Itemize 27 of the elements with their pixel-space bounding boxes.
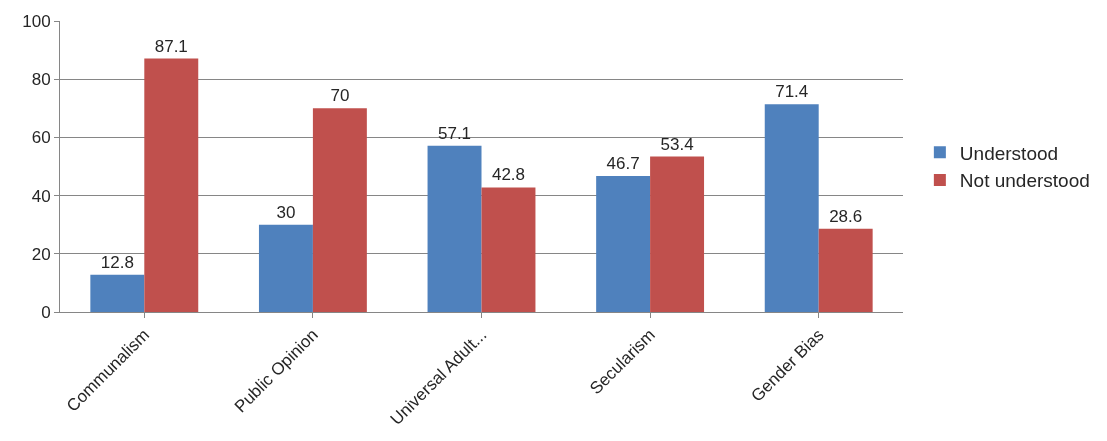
bar bbox=[427, 145, 482, 312]
y-tick-label: 20 bbox=[31, 244, 51, 264]
bar bbox=[818, 228, 873, 312]
bar bbox=[596, 176, 651, 312]
data-label: 30 bbox=[276, 202, 296, 222]
bar bbox=[90, 274, 145, 312]
data-label: 87.1 bbox=[154, 36, 188, 56]
y-tick-label: 0 bbox=[41, 302, 51, 322]
data-label: 46.7 bbox=[606, 154, 640, 174]
bar bbox=[481, 187, 536, 312]
data-label: 71.4 bbox=[775, 82, 809, 102]
bar bbox=[650, 156, 705, 312]
y-tick-label: 40 bbox=[31, 186, 51, 206]
bar bbox=[144, 58, 199, 312]
legend-label: Not understood bbox=[959, 170, 1090, 192]
bar bbox=[312, 108, 367, 312]
y-tick-label: 100 bbox=[22, 11, 51, 31]
y-tick-label: 80 bbox=[31, 70, 51, 90]
data-label: 53.4 bbox=[660, 134, 694, 154]
data-label: 28.6 bbox=[829, 206, 863, 226]
data-label: 12.8 bbox=[100, 252, 134, 272]
legend-label: Understood bbox=[959, 142, 1059, 164]
y-tick-label: 60 bbox=[31, 128, 51, 148]
data-label: 70 bbox=[330, 86, 350, 106]
bar bbox=[764, 104, 819, 312]
bar bbox=[258, 224, 313, 312]
data-label: 42.8 bbox=[491, 165, 526, 185]
